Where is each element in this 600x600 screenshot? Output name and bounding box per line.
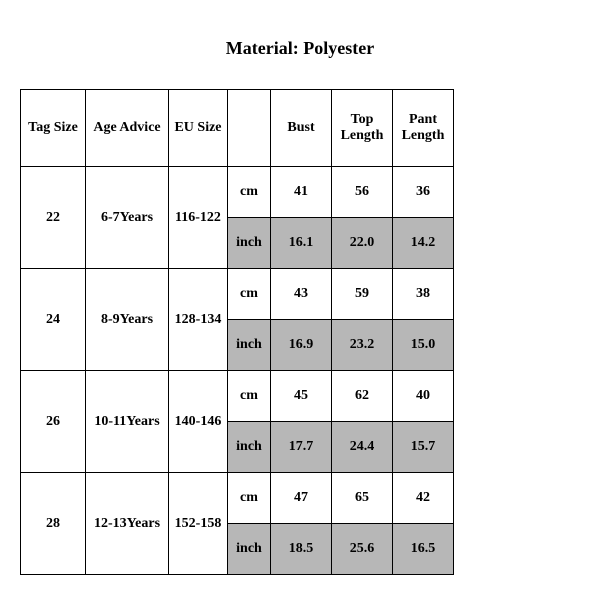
cell-top-cm: 65 xyxy=(332,473,393,524)
cell-top-inch: 24.4 xyxy=(332,422,393,473)
cell-top-inch: 22.0 xyxy=(332,218,393,269)
cell-top-cm: 56 xyxy=(332,167,393,218)
cell-bust-cm: 43 xyxy=(271,269,332,320)
cell-pant-cm: 36 xyxy=(393,167,454,218)
size-table: Tag Size Age Advice EU Size Bust Top Len… xyxy=(20,89,454,575)
cell-pant-inch: 15.0 xyxy=(393,320,454,371)
cell-bust-cm: 45 xyxy=(271,371,332,422)
cell-unit-cm: cm xyxy=(228,269,271,320)
cell-bust-inch: 16.1 xyxy=(271,218,332,269)
table-row: 22 6-7Years 116-122 cm 41 56 36 xyxy=(21,167,454,218)
cell-tag: 26 xyxy=(21,371,86,473)
cell-bust-inch: 16.9 xyxy=(271,320,332,371)
cell-tag: 28 xyxy=(21,473,86,575)
cell-age: 12-13Years xyxy=(86,473,169,575)
cell-pant-inch: 15.7 xyxy=(393,422,454,473)
cell-pant-inch: 14.2 xyxy=(393,218,454,269)
cell-tag: 22 xyxy=(21,167,86,269)
cell-age: 10-11Years xyxy=(86,371,169,473)
table-row: 24 8-9Years 128-134 cm 43 59 38 xyxy=(21,269,454,320)
cell-unit-inch: inch xyxy=(228,524,271,575)
table-row: 26 10-11Years 140-146 cm 45 62 40 xyxy=(21,371,454,422)
cell-top-inch: 23.2 xyxy=(332,320,393,371)
col-tag-size: Tag Size xyxy=(21,90,86,167)
cell-tag: 24 xyxy=(21,269,86,371)
cell-bust-inch: 17.7 xyxy=(271,422,332,473)
cell-bust-cm: 47 xyxy=(271,473,332,524)
cell-bust-inch: 18.5 xyxy=(271,524,332,575)
cell-pant-inch: 16.5 xyxy=(393,524,454,575)
col-top-length: Top Length xyxy=(332,90,393,167)
cell-eu: 152-158 xyxy=(169,473,228,575)
cell-unit-cm: cm xyxy=(228,167,271,218)
cell-bust-cm: 41 xyxy=(271,167,332,218)
page-title: Material: Polyester xyxy=(0,0,600,89)
cell-top-cm: 59 xyxy=(332,269,393,320)
cell-eu: 116-122 xyxy=(169,167,228,269)
col-age-advice: Age Advice xyxy=(86,90,169,167)
cell-eu: 140-146 xyxy=(169,371,228,473)
cell-age: 6-7Years xyxy=(86,167,169,269)
cell-pant-cm: 42 xyxy=(393,473,454,524)
cell-unit-cm: cm xyxy=(228,473,271,524)
cell-top-inch: 25.6 xyxy=(332,524,393,575)
cell-pant-cm: 38 xyxy=(393,269,454,320)
cell-unit-cm: cm xyxy=(228,371,271,422)
cell-top-cm: 62 xyxy=(332,371,393,422)
col-pant-length: Pant Length xyxy=(393,90,454,167)
cell-pant-cm: 40 xyxy=(393,371,454,422)
col-bust: Bust xyxy=(271,90,332,167)
table-row: 28 12-13Years 152-158 cm 47 65 42 xyxy=(21,473,454,524)
cell-eu: 128-134 xyxy=(169,269,228,371)
cell-unit-inch: inch xyxy=(228,320,271,371)
cell-age: 8-9Years xyxy=(86,269,169,371)
table-header-row: Tag Size Age Advice EU Size Bust Top Len… xyxy=(21,90,454,167)
col-unit xyxy=(228,90,271,167)
cell-unit-inch: inch xyxy=(228,218,271,269)
cell-unit-inch: inch xyxy=(228,422,271,473)
col-eu-size: EU Size xyxy=(169,90,228,167)
